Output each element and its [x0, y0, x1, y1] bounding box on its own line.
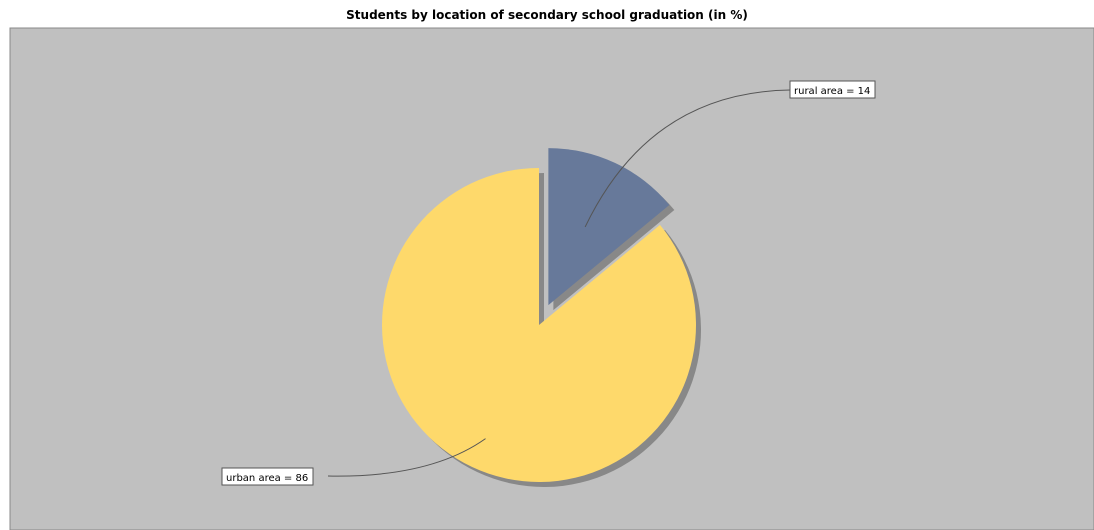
slice-label-urban-area: urban area = 86: [221, 467, 314, 486]
pie-slice-urban-area: [381, 168, 696, 482]
leader-line-urban-area: [327, 438, 486, 477]
slice-label-rural-area: rural area = 14: [789, 80, 876, 99]
chart-title: Students by location of secondary school…: [346, 8, 748, 22]
label-leaders: [327, 89, 791, 477]
svg-text:urban area = 86: urban area = 86: [226, 473, 308, 484]
pie-slices: [381, 148, 696, 482]
pie-slice-rural-area: [548, 148, 670, 306]
svg-text:rural area = 14: rural area = 14: [794, 86, 870, 97]
leader-line-rural-area: [584, 89, 791, 228]
slice-labels: rural area = 14 urban area = 86: [221, 80, 876, 486]
